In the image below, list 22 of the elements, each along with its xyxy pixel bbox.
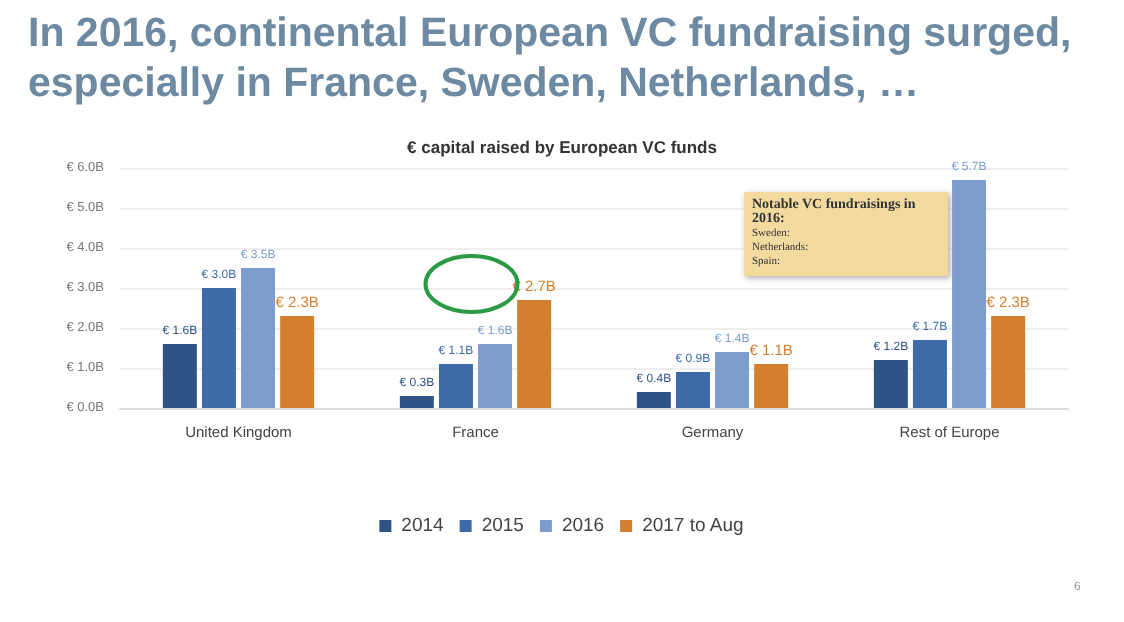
bar	[162, 344, 197, 408]
bar	[715, 352, 750, 408]
bar	[241, 268, 276, 408]
bar	[636, 392, 671, 408]
bar	[675, 372, 710, 408]
legend-label: 2014	[401, 515, 444, 537]
chart-subtitle: € capital raised by European VC funds	[407, 137, 718, 157]
bar	[399, 396, 434, 408]
bar	[873, 360, 908, 408]
bar	[478, 344, 513, 408]
legend-label: 2016	[561, 515, 605, 537]
bar	[952, 180, 987, 408]
chart-title: In 2016, continental European VC fundraising surged, especially in France, Sweden, Netherlands, …	[28, 8, 1074, 108]
bar	[991, 316, 1026, 408]
bar	[201, 288, 236, 408]
legend-label: 2017 to Aug	[642, 515, 744, 537]
bar	[438, 364, 473, 408]
bar	[754, 364, 789, 408]
legend-label: 2015	[481, 515, 524, 537]
bar	[912, 340, 947, 408]
bar	[280, 316, 315, 408]
bar	[517, 300, 552, 408]
